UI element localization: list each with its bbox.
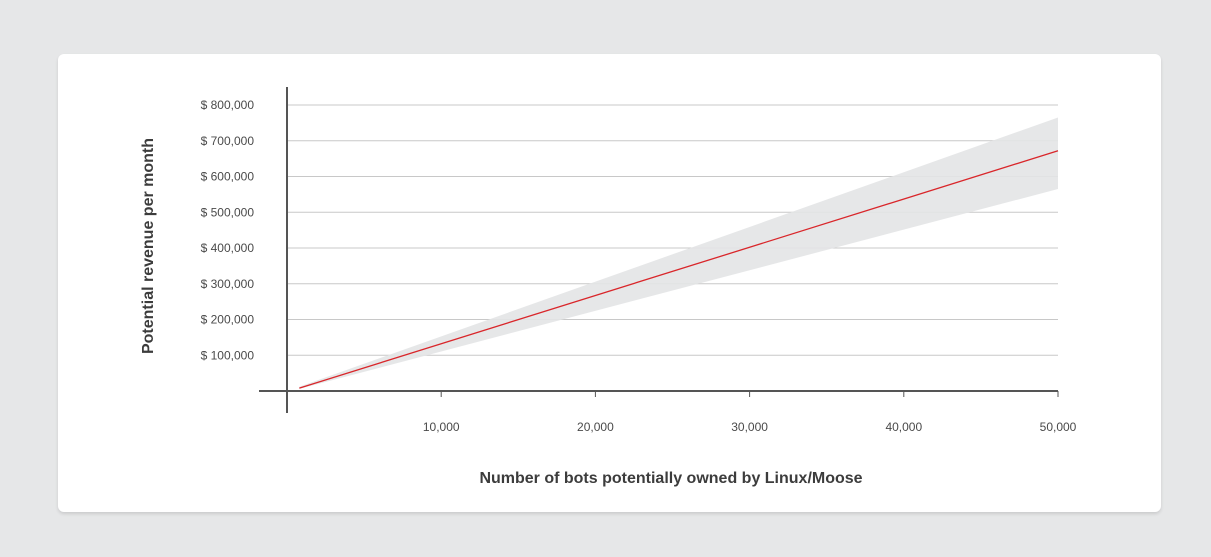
y-tick-label: $ 500,000	[201, 205, 255, 219]
x-tick-label: 50,000	[1040, 420, 1077, 434]
x-tick-label: 20,000	[577, 420, 614, 434]
y-tick-labels: $ 100,000 $ 200,000 $ 300,000 $ 400,000 $ 50…	[201, 98, 255, 362]
y-tick-label: $ 800,000	[201, 98, 255, 112]
y-tick-label: $ 200,000	[201, 313, 255, 327]
y-axis-title: Potential revenue per month	[140, 138, 157, 354]
x-tick-label: 10,000	[423, 420, 460, 434]
x-tick-label: 40,000	[885, 420, 922, 434]
y-tick-label: $ 300,000	[201, 277, 255, 291]
x-tick-label: 30,000	[731, 420, 768, 434]
y-tick-label: $ 400,000	[201, 241, 255, 255]
y-tick-label: $ 600,000	[201, 170, 255, 184]
series-line	[299, 150, 1059, 389]
series-lines	[299, 150, 1059, 389]
y-tick-label: $ 100,000	[201, 348, 255, 362]
x-axis-title: Number of bots potentially owned by Linu…	[479, 470, 862, 487]
y-tick-label: $ 700,000	[201, 134, 255, 148]
grid-lines	[287, 104, 1058, 356]
confidence-band	[299, 117, 1058, 389]
x-tick-labels: 10,000 20,000 30,000 40,000 50,000	[423, 391, 1077, 434]
